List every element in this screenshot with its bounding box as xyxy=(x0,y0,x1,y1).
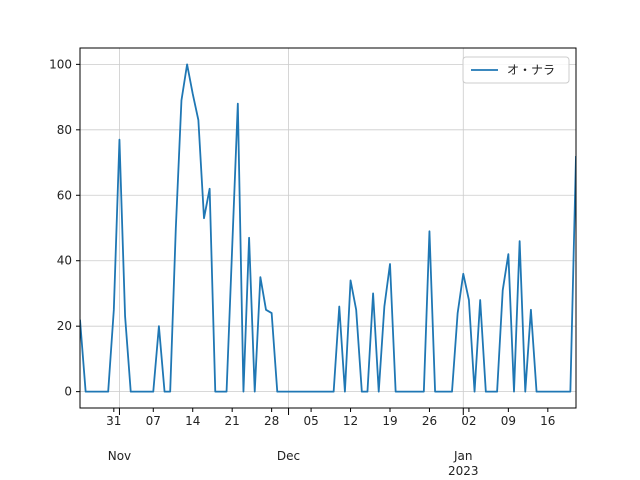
x-tick-label: 07 xyxy=(146,414,161,428)
y-tick-label: 40 xyxy=(57,254,72,268)
x-tick-label: 28 xyxy=(264,414,279,428)
x-tick-label: 05 xyxy=(303,414,318,428)
x-major-label: Jan 2023 xyxy=(448,449,479,478)
x-major-label: Nov xyxy=(108,449,131,463)
x-tick-label: 19 xyxy=(382,414,397,428)
y-tick-label: 60 xyxy=(57,188,72,202)
x-tick-label: 02 xyxy=(461,414,476,428)
marks xyxy=(80,63,576,393)
x-tick-label: 09 xyxy=(501,414,516,428)
y-tick-label: 0 xyxy=(64,385,72,399)
x-tick-label: 26 xyxy=(422,414,437,428)
y-tick-label: 20 xyxy=(57,319,72,333)
x-tick-label: 21 xyxy=(225,414,240,428)
data-line xyxy=(80,63,576,393)
legend: オ・ナラ xyxy=(462,56,570,84)
x-tick-label: 12 xyxy=(343,414,358,428)
axes: 0 20 40 60 80 100 31 07 14 21 28 05 12 19 26 02 09 16 Nov D… xyxy=(49,57,555,478)
x-tick-label: 16 xyxy=(540,414,555,428)
legend-box xyxy=(462,56,570,84)
plot-area xyxy=(80,48,576,408)
x-tick-label: 14 xyxy=(185,414,200,428)
x-major-label: Dec xyxy=(277,449,300,463)
legend-label: オ・ナラ xyxy=(507,63,555,77)
x-tick-label: 31 xyxy=(106,414,121,428)
y-tick-label: 80 xyxy=(57,123,72,137)
plot-frame xyxy=(79,47,577,409)
grid xyxy=(80,48,576,408)
y-tick-label: 100 xyxy=(49,57,72,71)
